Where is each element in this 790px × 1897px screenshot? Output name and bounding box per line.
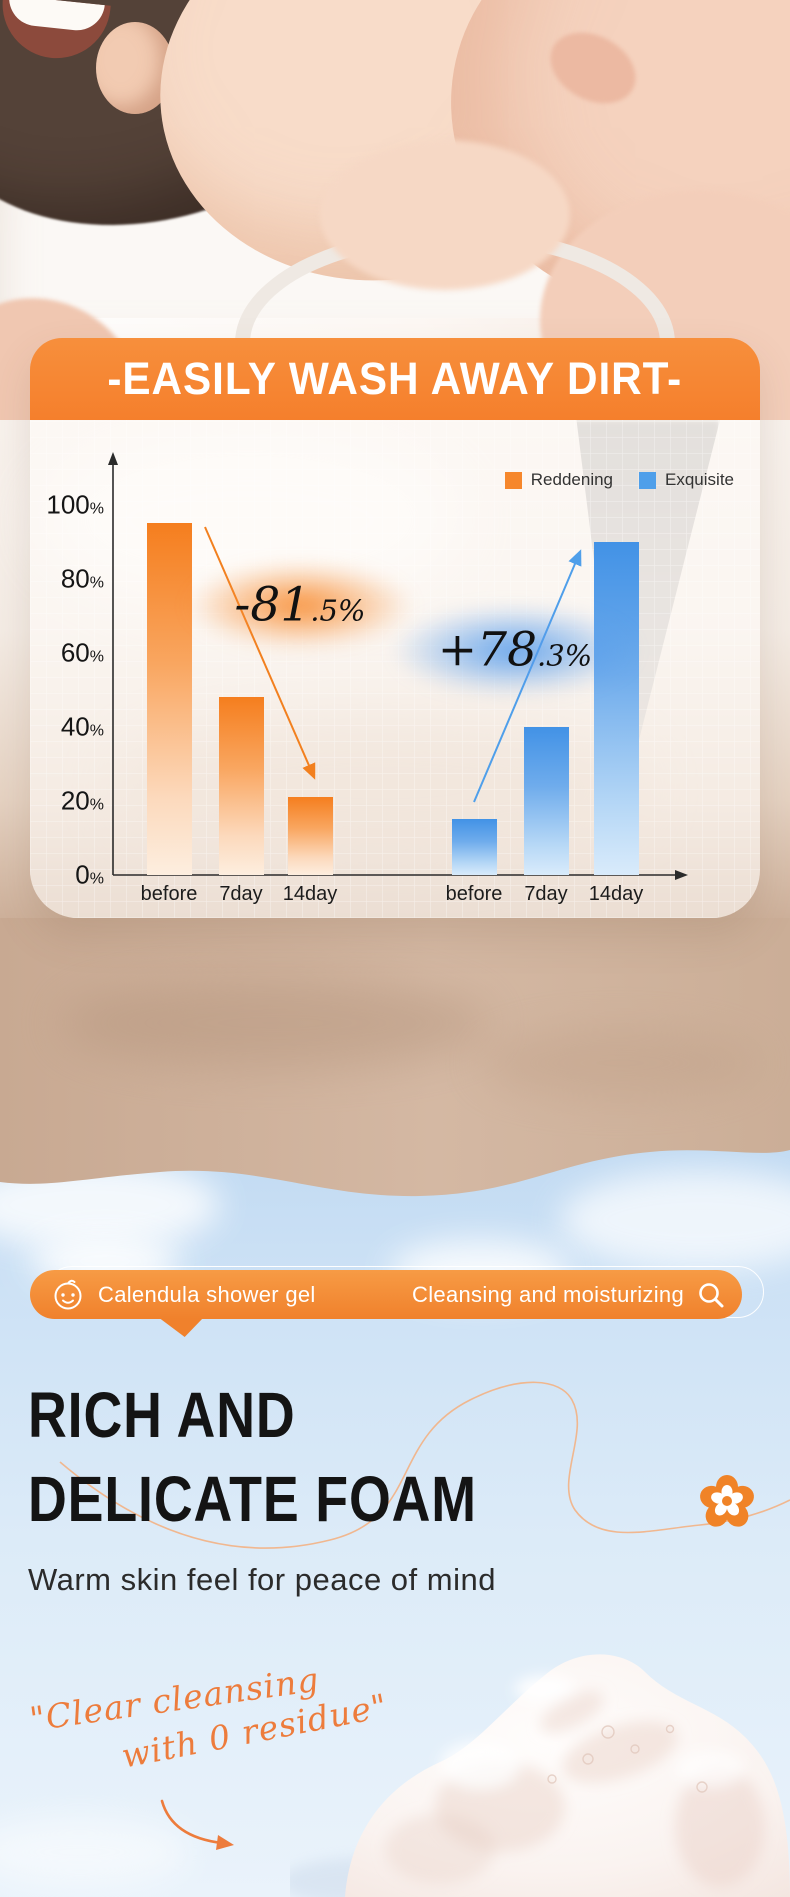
y-tick-label: 100%	[46, 489, 104, 520]
bar-reddening-before	[147, 523, 192, 875]
annotation-unit: .3%	[536, 638, 593, 673]
product-name-label: Calendula shower gel	[98, 1281, 316, 1307]
bedding-wrinkle	[480, 1028, 760, 1098]
heading-line1: RICH AND	[28, 1379, 296, 1451]
y-tick-label: 0%	[75, 859, 104, 890]
x-tick-label: before	[140, 883, 198, 905]
baby-neck	[320, 140, 570, 290]
foam-photo	[290, 1654, 790, 1897]
y-tick-label: 20%	[60, 785, 104, 816]
y-axis-arrow	[108, 452, 118, 465]
bedding-wrinkle	[60, 978, 490, 1068]
legend-label: Exquisite	[665, 470, 734, 489]
legend-item-exquisite: Exquisite	[639, 470, 734, 490]
x-tick-label: 14day	[588, 883, 644, 905]
x-axis-arrow	[675, 870, 688, 880]
bar-exquisite-before	[452, 819, 497, 875]
y-tick-label: 80%	[60, 563, 104, 594]
flower-icon	[700, 1475, 754, 1527]
annotation-reddening-change: -81.5%	[235, 578, 366, 633]
section-banner-title: -EASILY WASH AWAY DIRT-	[107, 353, 683, 404]
cloud	[560, 1170, 790, 1270]
annotation-value: +78	[437, 622, 537, 678]
cloud	[0, 1817, 190, 1887]
wave-divider	[0, 1140, 790, 1197]
y-tick-label: 60%	[60, 637, 104, 668]
bar-exquisite-14day	[594, 542, 639, 875]
photo-bedding-tan	[0, 918, 790, 1140]
legend-item-reddening: Reddening	[504, 470, 614, 490]
easily-wash-away-dirt-card: -EASILY WASH AWAY DIRT-	[30, 338, 760, 918]
foam-bubbles	[547, 1724, 708, 1793]
chart-axes	[108, 452, 688, 880]
section-banner: -EASILY WASH AWAY DIRT-	[30, 338, 760, 420]
x-tick-label: before	[445, 883, 503, 905]
bar-exquisite-7day	[524, 727, 569, 875]
bar-reddening-7day	[219, 697, 264, 875]
annotation-exquisite-change: +78.3%	[438, 623, 592, 678]
chart-gridlines	[30, 420, 760, 918]
exquisite-swatch-icon	[639, 471, 657, 489]
search-icon[interactable]	[696, 1280, 726, 1310]
bar-reddening-14day	[288, 797, 333, 875]
x-tick-label: 7day	[219, 883, 263, 905]
annotation-unit: .5%	[310, 593, 366, 628]
bar-chart: 100% 80% 60% 40% 20% 0% before 7day 14day before…	[30, 420, 760, 918]
reddening-swatch-icon	[504, 471, 522, 489]
y-tick-label: 40%	[60, 711, 104, 742]
tagline-label: Cleansing and moisturizing	[412, 1281, 684, 1307]
x-tick-label: 14day	[282, 883, 338, 905]
legend-label: Reddening	[530, 470, 614, 489]
x-tick-label: 7day	[524, 883, 568, 905]
chart-legend: Reddening Exquisite	[504, 470, 734, 490]
baby-teeth	[6, 0, 105, 34]
product-search-bar[interactable]: Calendula shower gel Cleansing and moist…	[30, 1270, 742, 1319]
curved-arrow-icon	[160, 1799, 234, 1850]
heading-line2: DELICATE FOAM	[28, 1463, 477, 1535]
annotation-value: -81	[234, 577, 311, 633]
subheading: Warm skin feel for peace of mind	[28, 1562, 496, 1597]
baby-face-icon	[54, 1279, 82, 1309]
